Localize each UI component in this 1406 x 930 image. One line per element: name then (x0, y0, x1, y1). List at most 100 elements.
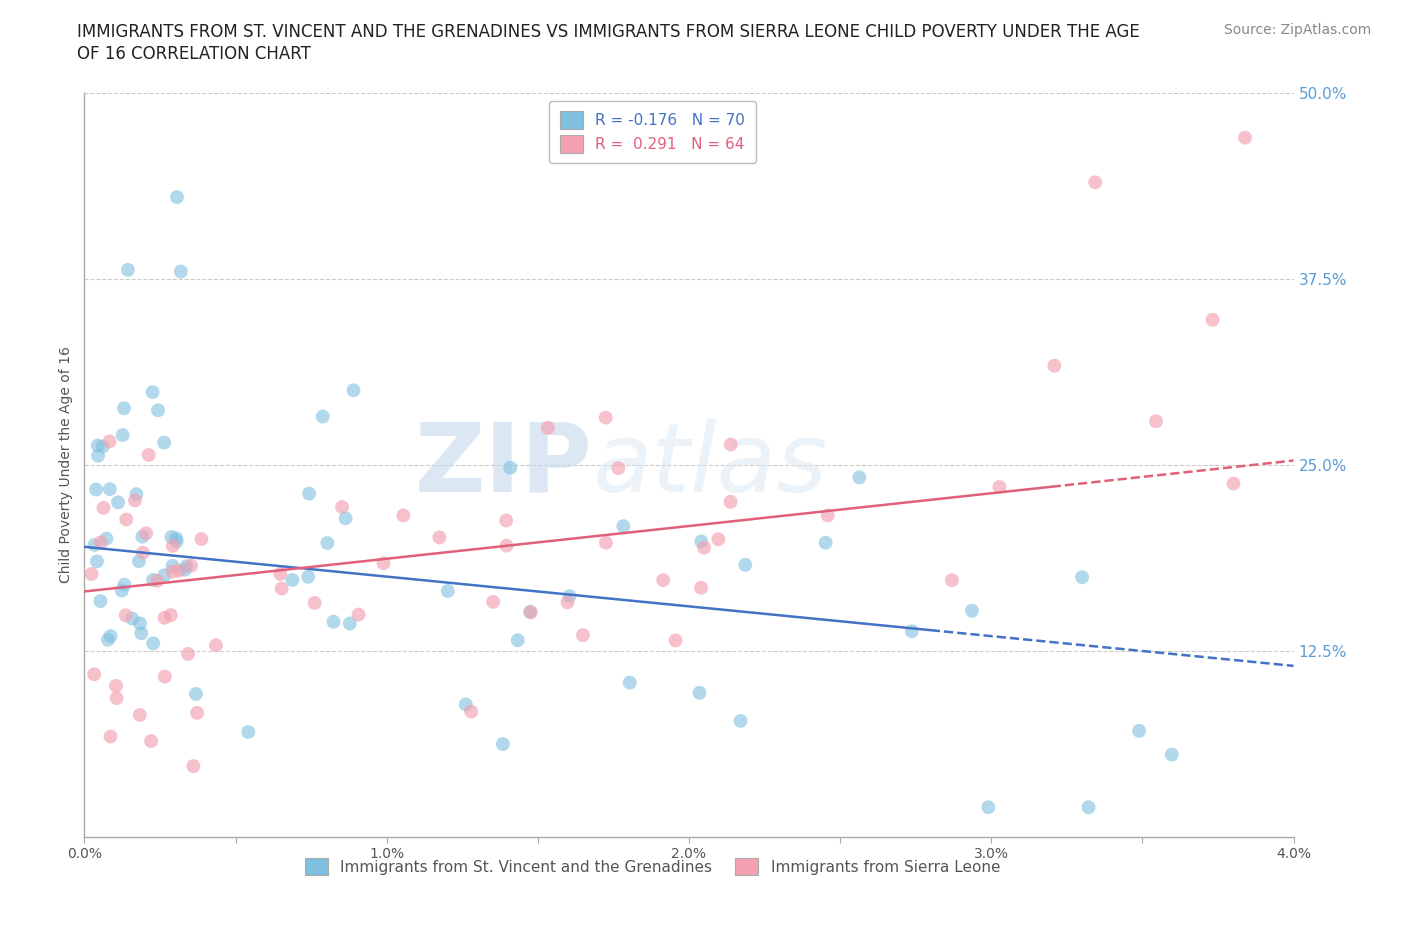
Point (162, 538, 184, 553)
Point (87, 438, 110, 453)
Point (111, 428, 134, 443)
Point (174, 563, 197, 578)
Point (114, 608, 136, 623)
Point (117, 262, 139, 277)
Point (900, 624, 922, 639)
Point (131, 626, 153, 641)
Point (1201, 312, 1223, 327)
Point (312, 409, 335, 424)
Point (977, 800, 1000, 815)
Point (492, 737, 515, 751)
Text: IMMIGRANTS FROM ST. VINCENT AND THE GRENADINES VS IMMIGRANTS FROM SIERRA LEONE C: IMMIGRANTS FROM ST. VINCENT AND THE GREN… (77, 23, 1140, 41)
Point (125, 486, 148, 501)
Text: atlas: atlas (592, 418, 827, 512)
Point (960, 604, 983, 618)
Point (83, 538, 105, 552)
Point (297, 569, 319, 584)
Point (142, 573, 165, 588)
Point (162, 565, 184, 579)
Point (105, 678, 128, 693)
Point (90, 535, 112, 550)
Point (392, 508, 415, 523)
Point (1234, 130, 1257, 145)
Y-axis label: Child Poverty Under the Age of 16: Child Poverty Under the Age of 16 (59, 347, 73, 583)
Point (693, 540, 716, 555)
Point (183, 759, 205, 774)
Point (595, 410, 617, 425)
Point (690, 580, 713, 595)
Point (165, 531, 187, 546)
Point (128, 708, 150, 723)
Point (80, 566, 103, 581)
Point (495, 538, 517, 553)
Point (205, 638, 228, 653)
Point (720, 437, 742, 452)
Point (128, 554, 150, 569)
Point (281, 573, 304, 588)
Point (730, 713, 752, 728)
Point (84, 482, 107, 497)
Point (96, 531, 118, 546)
Point (330, 499, 353, 514)
Point (572, 628, 595, 643)
Point (558, 589, 581, 604)
Point (159, 607, 181, 622)
Point (519, 604, 541, 619)
Point (100, 629, 122, 644)
Point (153, 435, 176, 450)
Point (537, 420, 560, 435)
Point (437, 583, 460, 598)
Point (495, 513, 517, 528)
Point (86, 554, 108, 569)
Point (316, 536, 339, 551)
Point (720, 495, 742, 510)
Point (814, 536, 837, 551)
Point (100, 729, 122, 744)
Point (1071, 570, 1094, 585)
Point (607, 460, 630, 475)
Point (166, 534, 188, 549)
Point (619, 675, 641, 690)
Point (129, 616, 152, 631)
Point (689, 685, 711, 700)
Point (1222, 476, 1244, 491)
Point (167, 564, 190, 578)
Point (87, 448, 110, 463)
Point (162, 558, 184, 573)
Point (170, 264, 193, 279)
Point (322, 614, 344, 629)
Point (180, 558, 202, 573)
Point (988, 480, 1011, 495)
Point (1043, 358, 1066, 373)
Point (146, 403, 169, 418)
Legend: Immigrants from St. Vincent and the Grenadines, Immigrants from Sierra Leone: Immigrants from St. Vincent and the Gren… (299, 852, 1007, 882)
Point (131, 529, 153, 544)
Point (1160, 747, 1182, 762)
Point (595, 535, 617, 550)
Point (93, 500, 115, 515)
Point (454, 697, 477, 711)
Point (519, 604, 541, 619)
Point (347, 607, 370, 622)
Point (848, 470, 870, 485)
Point (342, 383, 364, 398)
Point (734, 557, 756, 572)
Point (270, 581, 292, 596)
Point (138, 447, 160, 462)
Point (941, 573, 963, 588)
Point (139, 734, 162, 749)
Point (112, 401, 135, 416)
Point (153, 610, 176, 625)
Point (153, 567, 176, 582)
Point (557, 595, 579, 610)
Point (177, 646, 200, 661)
Text: ZIP: ZIP (415, 418, 592, 512)
Point (115, 512, 138, 527)
Point (135, 525, 157, 540)
Point (373, 556, 395, 571)
Point (1077, 800, 1099, 815)
Point (460, 704, 482, 719)
Point (153, 670, 176, 684)
Point (499, 460, 522, 475)
Text: Source: ZipAtlas.com: Source: ZipAtlas.com (1223, 23, 1371, 37)
